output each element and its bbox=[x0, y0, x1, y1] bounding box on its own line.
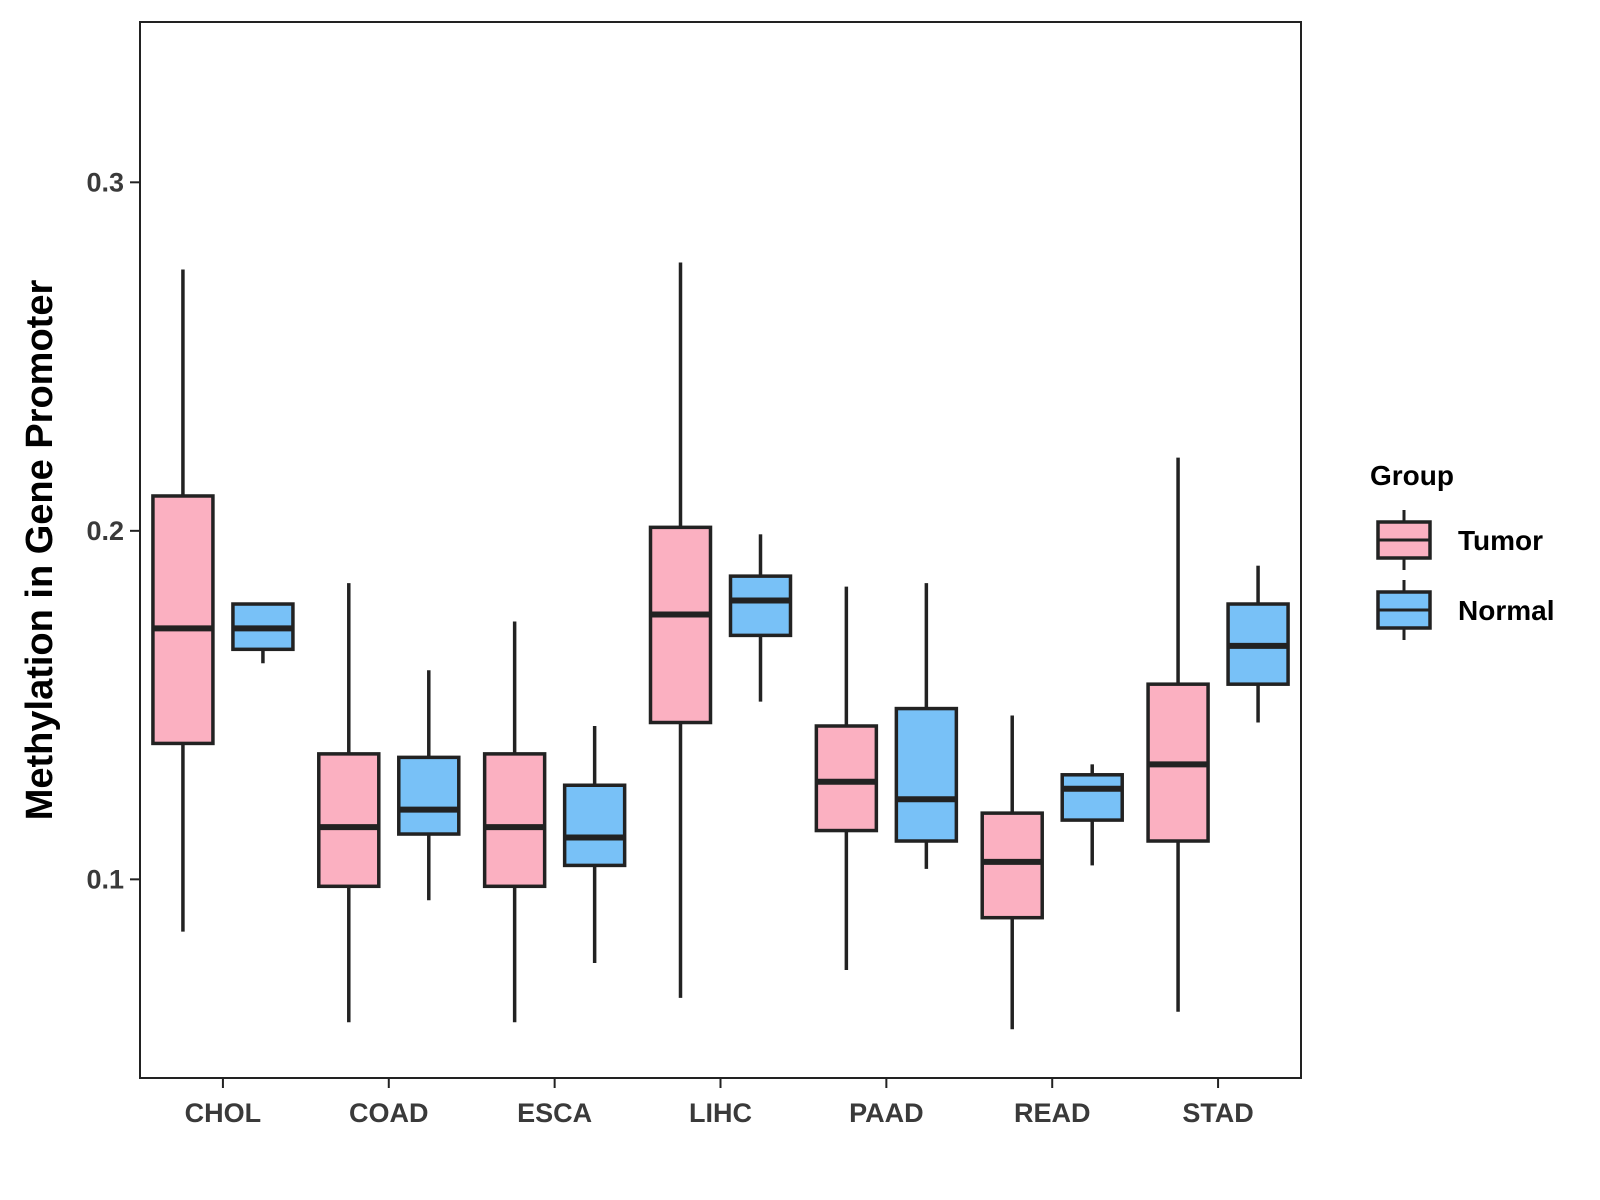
x-axis: CHOL COAD ESCA LIHC PAAD READ STAD bbox=[185, 1078, 1254, 1128]
box-body bbox=[648, 525, 713, 725]
box-normal-esca bbox=[562, 726, 627, 963]
y-tick-label: 0.3 bbox=[86, 167, 124, 197]
plot-panel bbox=[139, 21, 1302, 1079]
box-body bbox=[482, 752, 547, 889]
y-tick-label: 0.2 bbox=[86, 516, 124, 546]
box-normal-stad bbox=[1226, 565, 1290, 723]
box-tumor-esca bbox=[482, 621, 547, 1023]
y-tick-label: 0.1 bbox=[86, 864, 124, 894]
legend-label: Tumor bbox=[1458, 525, 1543, 556]
x-tick-label: LIHC bbox=[689, 1098, 752, 1128]
x-tick-label: PAAD bbox=[849, 1098, 924, 1128]
x-tick-label: COAD bbox=[349, 1098, 429, 1128]
x-tick-label: STAD bbox=[1182, 1098, 1254, 1128]
box-tumor-chol bbox=[151, 269, 215, 932]
box-body bbox=[397, 755, 461, 836]
box-body bbox=[728, 574, 793, 638]
box-body bbox=[980, 811, 1044, 920]
box-tumor-lihc bbox=[648, 262, 713, 998]
box-normal-read bbox=[1060, 764, 1124, 866]
legend-item-tumor: Tumor bbox=[1376, 510, 1543, 570]
box-body bbox=[562, 783, 627, 868]
box-tumor-coad bbox=[317, 583, 381, 1023]
box-body bbox=[317, 752, 381, 889]
boxes-layer bbox=[151, 262, 1290, 1030]
y-axis: 0.1 0.2 0.3 bbox=[86, 167, 140, 894]
box-body bbox=[1060, 773, 1124, 822]
x-tick-label: CHOL bbox=[185, 1098, 262, 1128]
box-normal-lihc bbox=[728, 534, 793, 702]
legend-label: Normal bbox=[1458, 595, 1554, 626]
box-tumor-stad bbox=[1146, 457, 1210, 1012]
box-normal-coad bbox=[397, 670, 461, 901]
x-tick-label: READ bbox=[1014, 1098, 1091, 1128]
box-normal-paad bbox=[894, 583, 959, 869]
box-body bbox=[151, 494, 215, 746]
box-tumor-paad bbox=[814, 586, 879, 970]
legend-title: Group bbox=[1370, 460, 1454, 491]
box-body bbox=[814, 724, 879, 833]
legend: Group Tumor Normal bbox=[1370, 460, 1554, 640]
box-normal-chol bbox=[231, 602, 295, 664]
y-axis-title: Methylation in Gene Promoter bbox=[19, 280, 61, 821]
box-body bbox=[894, 706, 959, 843]
legend-item-normal: Normal bbox=[1376, 580, 1554, 640]
x-tick-label: ESCA bbox=[517, 1098, 592, 1128]
box-tumor-read bbox=[980, 715, 1044, 1030]
